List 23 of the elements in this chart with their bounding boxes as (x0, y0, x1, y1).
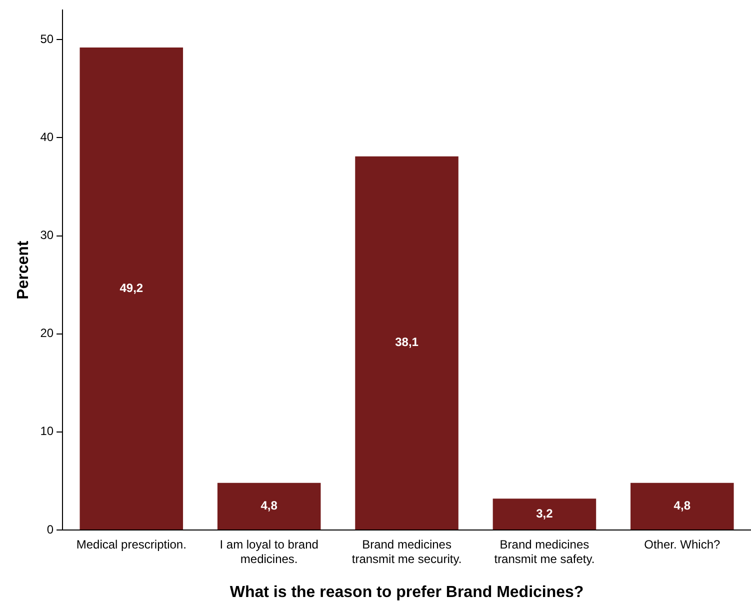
y-tick-label: 0 (46, 522, 54, 536)
x-tick-label: Brand medicines transmit me safety. (494, 538, 595, 566)
data-label: 4,8 (674, 498, 691, 513)
data-label: 49,2 (120, 280, 144, 295)
y-tick-label: 50 (40, 32, 54, 46)
bar (355, 156, 458, 530)
y-tick-label: 10 (40, 424, 54, 438)
x-axis-title: What is the reason to prefer Brand Medicines? (230, 584, 584, 601)
x-tick-label: I am loyal to brand medicines. (220, 538, 318, 566)
bar (80, 47, 184, 530)
y-tick-label: 40 (40, 130, 54, 144)
x-tick-label: Other. Which? (644, 538, 720, 552)
bar (217, 482, 321, 530)
x-tick-label: Medical prescription. (76, 538, 186, 552)
bar (492, 498, 596, 530)
data-label: 3,2 (536, 506, 554, 520)
data-label: 4,8 (260, 498, 278, 513)
data-label: 38,1 (395, 335, 419, 350)
x-tick-label: Brand medicines transmit me security. (352, 538, 462, 566)
y-tick-label: 20 (40, 326, 54, 340)
bar (630, 482, 734, 530)
y-tick-label: 30 (40, 228, 54, 242)
y-axis-title: Percent (15, 240, 32, 300)
